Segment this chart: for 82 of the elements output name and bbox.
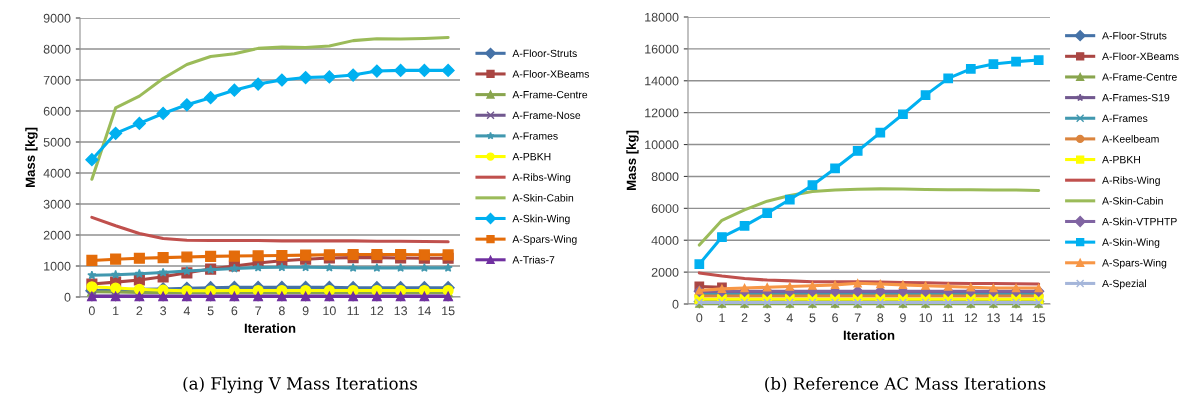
- x-axis-title: Iteration: [843, 330, 895, 340]
- x-tick-label: 14: [1010, 313, 1023, 323]
- x-tick-label: 10: [323, 306, 336, 316]
- y-tick-label: 4000: [43, 168, 71, 178]
- y-tick-label: 6000: [651, 204, 679, 213]
- x-tick-label: 8: [278, 306, 285, 316]
- y-tick-label: 7000: [43, 75, 71, 85]
- y-tick-label: 6000: [43, 106, 71, 116]
- y-tick-label: 18000: [645, 12, 679, 22]
- legend-label: A-Frame-Centre: [512, 90, 588, 99]
- x-tick-label: 2: [741, 313, 748, 323]
- x-tick-label: 1: [719, 313, 725, 323]
- x-tick-label: 4: [183, 306, 190, 316]
- y-tick-label: 16000: [645, 44, 679, 54]
- legend-label: A-Frames-S19: [1102, 93, 1170, 102]
- y-tick-label: 9000: [43, 13, 71, 23]
- legend-label: A-Spars-Wing: [1102, 258, 1167, 269]
- x-tick-label: 13: [987, 313, 1000, 323]
- x-axis-title: Iteration: [244, 323, 296, 333]
- legend-label: A-Keelbeam: [1102, 135, 1159, 143]
- x-tick-label: 9: [900, 313, 906, 323]
- x-tick-label: 15: [442, 306, 455, 316]
- y-tick-label: 5000: [43, 137, 71, 147]
- text: (a) Flying V Mass Iterations: [183, 376, 417, 394]
- x-tick-label: 6: [231, 306, 238, 316]
- x-tick-label: 5: [809, 313, 816, 323]
- x-tick-label: 11: [942, 313, 955, 323]
- x-tick-label: 13: [394, 306, 408, 316]
- legend-label: A-Skin-Cabin: [1102, 196, 1163, 205]
- y-tick-label: 0: [672, 299, 679, 309]
- legend-label: A-Frame-Centre: [1102, 73, 1177, 81]
- x-tick-label: 6: [832, 313, 838, 323]
- x-tick-label: 15: [1032, 313, 1046, 323]
- x-tick-label: 4: [786, 313, 793, 323]
- y-tick-label: 8000: [651, 172, 679, 182]
- y-tick-label: 4000: [651, 236, 679, 245]
- legend-label: A-Skin-Wing: [512, 214, 570, 225]
- legend-label: A-Skin-VTPHTP: [1102, 217, 1177, 226]
- legend-label: A-Frame-Nose: [512, 111, 581, 119]
- text: (b) Reference AC Mass Iterations: [765, 376, 1046, 393]
- x-tick-label: 2: [136, 306, 143, 316]
- legend-label: A-Floor-XBeams: [1102, 52, 1179, 61]
- y-tick-label: 2000: [43, 230, 71, 240]
- x-tick-label: 9: [302, 306, 309, 316]
- legend-label: A-Trias-7: [512, 255, 555, 264]
- x-tick-label: 11: [347, 306, 360, 316]
- legend-label: A-Ribs-Wing: [512, 173, 571, 183]
- y-tick-label: 0: [64, 292, 71, 302]
- legend-label: A-Frames: [1102, 114, 1148, 122]
- legend-label: A-Spars-Wing: [512, 235, 577, 245]
- y-axis-title: Mass [kg]: [626, 130, 639, 191]
- legend-label: A-Skin-Wing: [1102, 238, 1160, 248]
- y-tick-label: 10000: [645, 140, 679, 150]
- x-tick-label: 12: [964, 313, 978, 323]
- x-tick-label: 3: [764, 313, 771, 323]
- legend-label: A-PBKH: [1102, 156, 1140, 164]
- x-tick-label: 12: [370, 306, 384, 316]
- legend-label: A-Ribs-Wing: [1102, 176, 1160, 186]
- x-tick-label: 5: [207, 306, 214, 316]
- x-tick-label: 0: [696, 313, 703, 323]
- legend-label: A-PBKH: [512, 153, 551, 161]
- legend-label: A-Spezial: [1102, 279, 1146, 290]
- x-tick-label: 0: [88, 306, 95, 316]
- x-tick-label: 7: [255, 306, 261, 316]
- x-tick-label: 10: [919, 313, 933, 323]
- y-tick-label: 3000: [43, 199, 71, 209]
- legend-label: A-Floor-XBeams: [512, 70, 589, 78]
- x-tick-label: 3: [160, 306, 167, 316]
- x-tick-label: 14: [418, 306, 431, 316]
- legend-label: A-Floor-Struts: [1102, 31, 1167, 40]
- y-tick-label: 12000: [645, 108, 679, 118]
- legend-label: A-Frames: [512, 132, 558, 140]
- legend-label: A-Skin-Cabin: [512, 193, 574, 202]
- y-tick-label: 8000: [43, 44, 71, 54]
- x-tick-label: 7: [854, 313, 861, 323]
- x-tick-label: 8: [877, 313, 884, 323]
- y-tick-label: 2000: [651, 267, 679, 277]
- y-tick-label: 1000: [44, 261, 71, 271]
- y-tick-label: 14000: [645, 76, 679, 86]
- legend-label: A-Floor-Struts: [512, 49, 577, 58]
- x-tick-label: 1: [113, 306, 119, 316]
- y-axis-title: Mass [kg]: [25, 127, 38, 188]
